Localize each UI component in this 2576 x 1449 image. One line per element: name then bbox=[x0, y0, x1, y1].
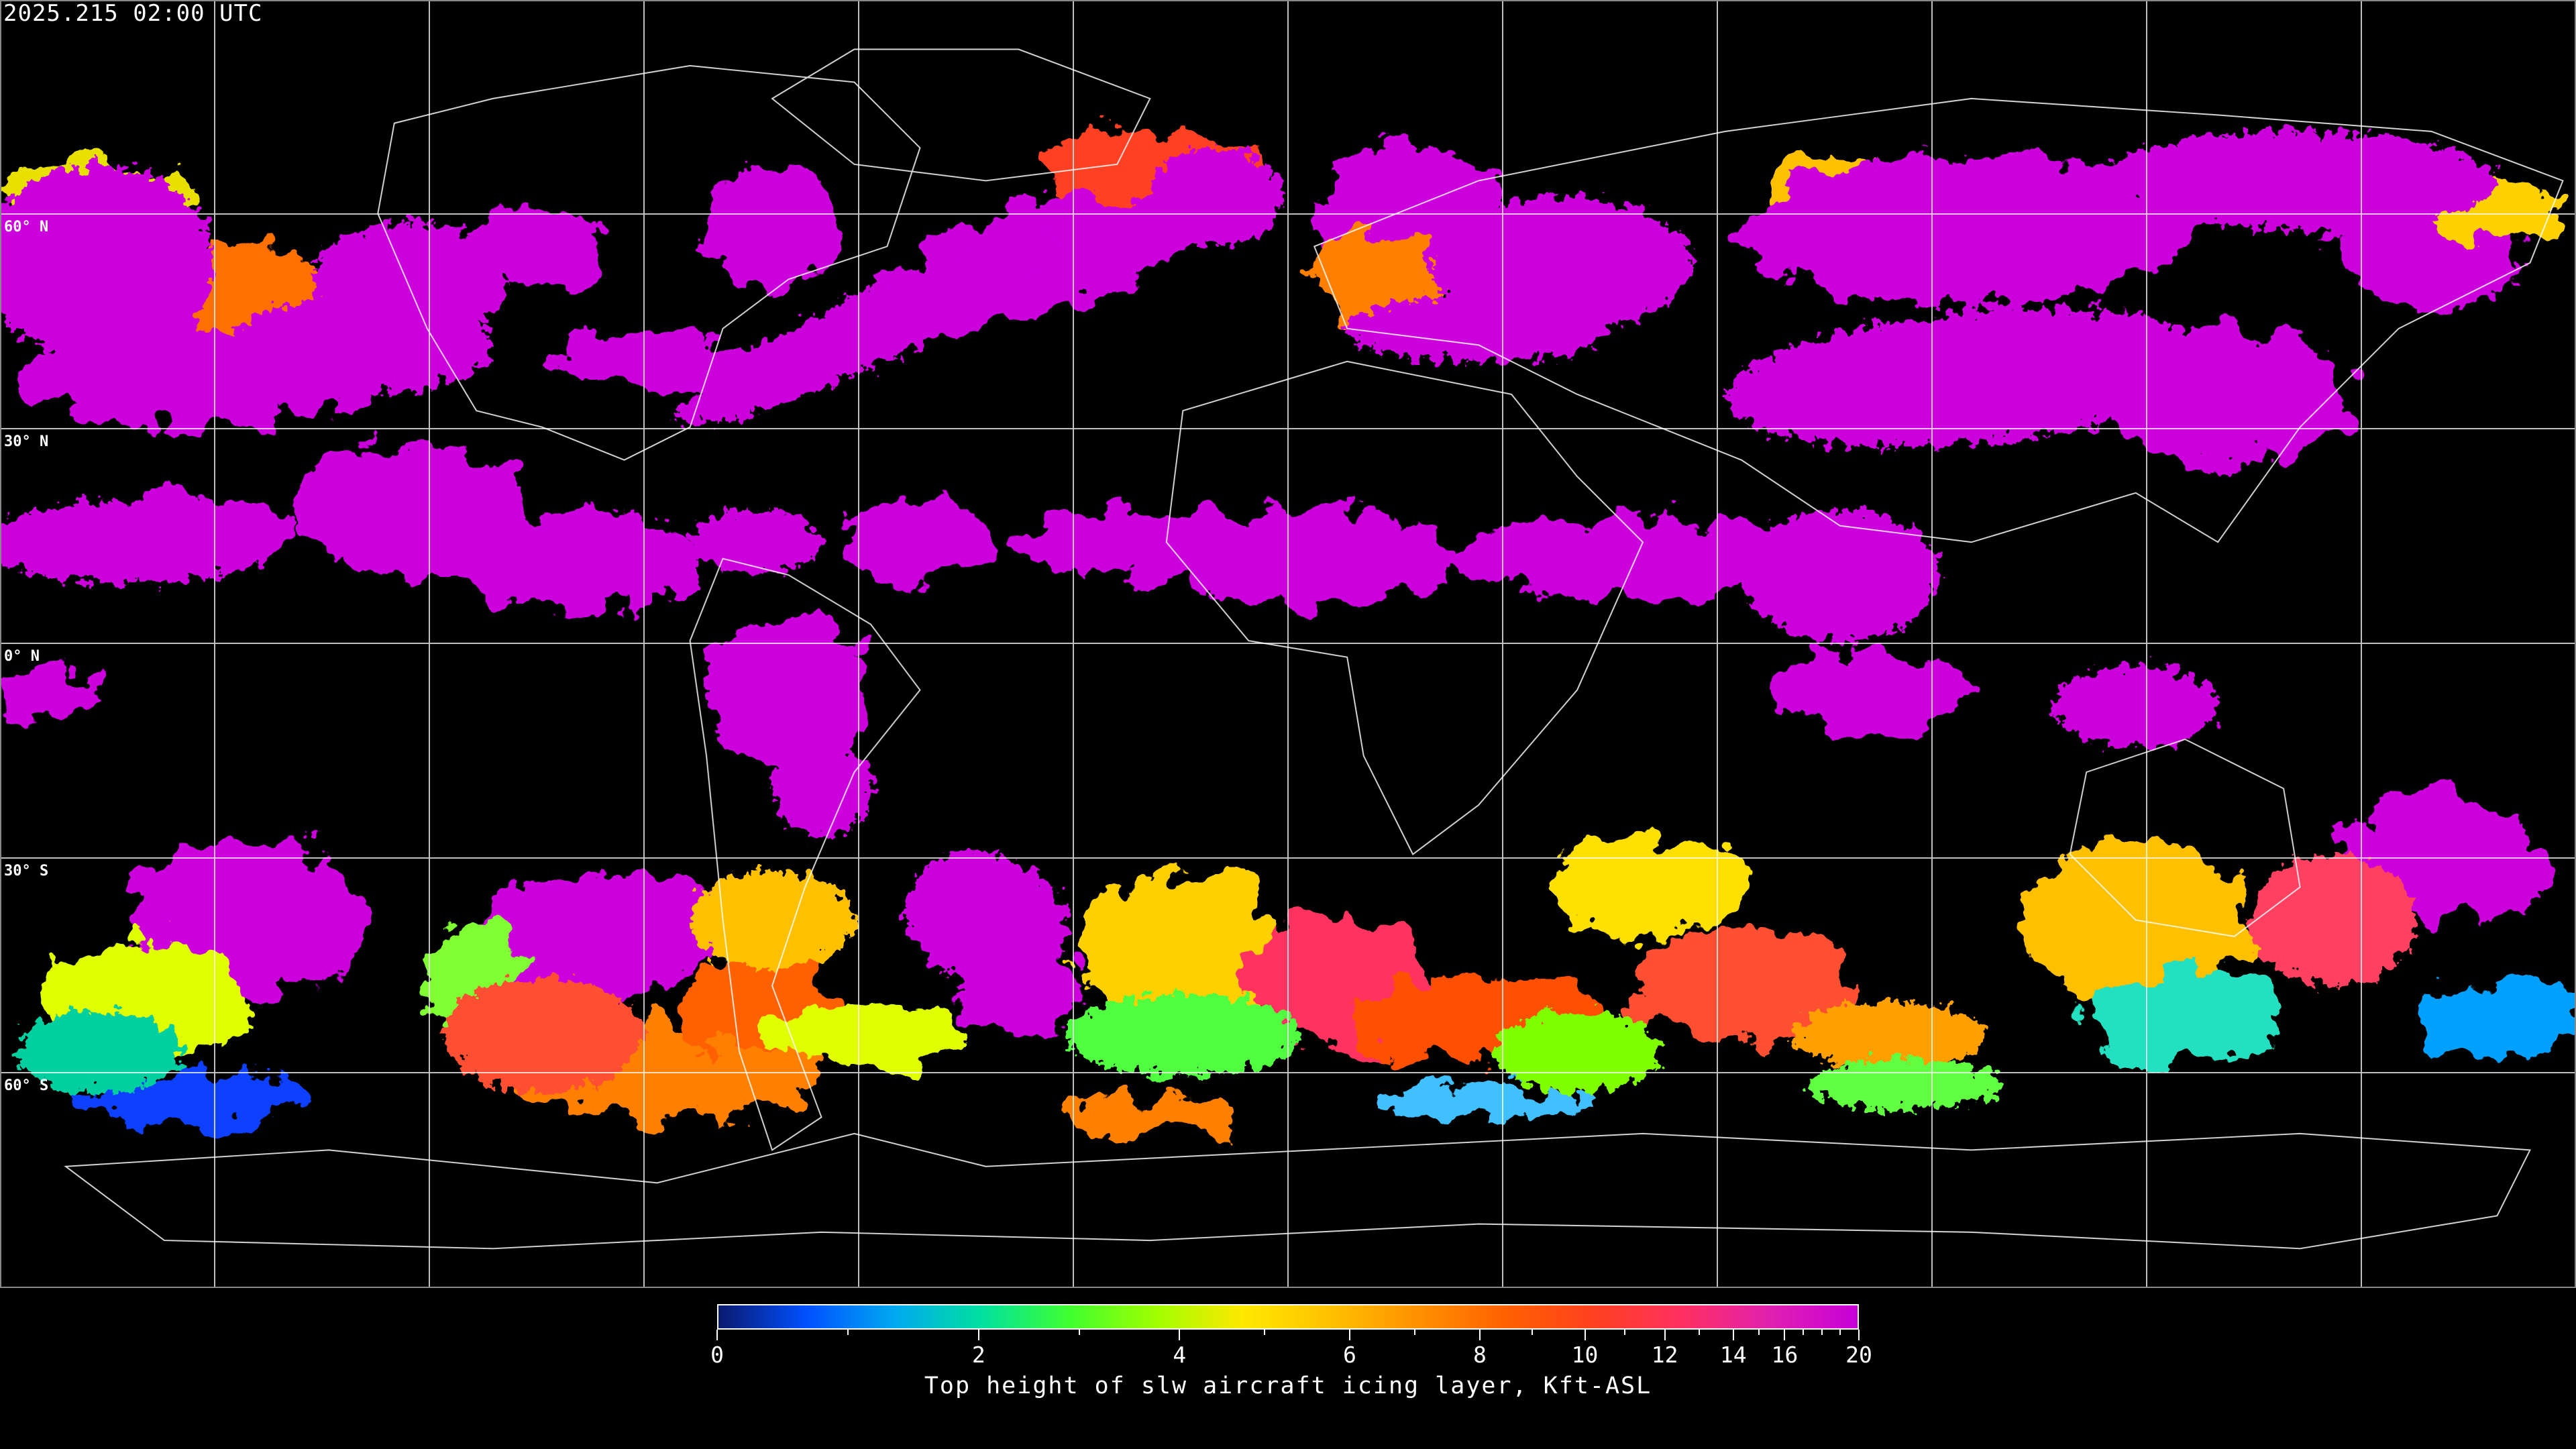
colorbar-tick-label: 0 bbox=[710, 1342, 724, 1368]
icing-region bbox=[443, 509, 707, 608]
icing-region bbox=[706, 608, 871, 773]
icing-region bbox=[1446, 517, 1840, 600]
coastlines bbox=[64, 48, 2564, 1250]
coastline bbox=[377, 64, 921, 461]
lat-label-60s: 60° S bbox=[4, 1077, 49, 1094]
icing-region bbox=[1741, 509, 1939, 641]
icing-region bbox=[1380, 1081, 1578, 1121]
colorbar-major-tick bbox=[1479, 1330, 1481, 1340]
timestamp-title: 2025.215 02:00 UTC bbox=[3, 0, 263, 27]
icing-region bbox=[1429, 197, 1693, 329]
coastline bbox=[1313, 97, 2564, 543]
icing-region bbox=[905, 852, 1067, 988]
colorbar-minor-tick bbox=[1532, 1330, 1534, 1335]
icing-region bbox=[461, 867, 722, 1006]
coastline bbox=[689, 557, 921, 1151]
colorbar-ticks: 0 2 4 6 8 10 12 14 16 20 bbox=[710, 1330, 1872, 1377]
colorbar-major-tick bbox=[1348, 1330, 1350, 1340]
icing-map bbox=[0, 0, 2576, 1288]
icing-region bbox=[1544, 837, 1741, 936]
coastline bbox=[2069, 738, 2301, 937]
colorbar-major-tick bbox=[1664, 1330, 1666, 1340]
colorbar-minor-tick bbox=[1821, 1330, 1823, 1335]
colorbar-major-tick bbox=[1732, 1330, 1734, 1340]
icing-cloud-detail bbox=[0, 131, 2498, 1110]
colorbar-minor-tick bbox=[1698, 1330, 1700, 1335]
icing-region bbox=[1626, 928, 1857, 1044]
icing-region bbox=[2053, 665, 2218, 748]
colorbar-major-tick bbox=[1179, 1330, 1181, 1340]
icing-region bbox=[2415, 977, 2576, 1060]
icing-region bbox=[16, 1010, 181, 1093]
lat-label-30n: 30° N bbox=[4, 433, 49, 450]
colorbar-tick-label: 10 bbox=[1571, 1342, 1599, 1368]
colorbar-tick-label: 16 bbox=[1771, 1342, 1799, 1368]
colorbar-minor-tick bbox=[1413, 1330, 1415, 1335]
colorbar-tick-label: 8 bbox=[1472, 1342, 1487, 1368]
colorbar-minor-tick bbox=[1264, 1330, 1266, 1335]
icing-region bbox=[82, 1076, 313, 1126]
colorbar-minor-tick bbox=[1839, 1330, 1841, 1335]
icing-region bbox=[1067, 1097, 1232, 1137]
colorbar-major-tick bbox=[716, 1330, 718, 1340]
icing-region bbox=[690, 509, 822, 576]
colorbar-tick-label: 12 bbox=[1651, 1342, 1678, 1368]
lat-label-0n: 0° N bbox=[4, 648, 40, 665]
icing-region bbox=[1807, 1059, 2004, 1110]
icing-region bbox=[229, 295, 493, 394]
icing-region bbox=[1790, 1002, 1988, 1068]
colorbar-tick-label: 2 bbox=[971, 1342, 985, 1368]
icing-region bbox=[2251, 854, 2416, 986]
icing-region bbox=[772, 1002, 969, 1068]
coastline bbox=[771, 48, 1151, 182]
colorbar-label: Top height of slw aircraft icing layer, … bbox=[924, 1373, 1652, 1399]
coastline bbox=[64, 1132, 2531, 1250]
colorbar-tick-label: 4 bbox=[1173, 1342, 1187, 1368]
colorbar-tick-label: 6 bbox=[1342, 1342, 1356, 1368]
icing-region bbox=[690, 870, 855, 969]
icing-region bbox=[837, 500, 1002, 584]
colorbar-tick-label: 20 bbox=[1845, 1342, 1872, 1368]
colorbar-minor-tick bbox=[1758, 1330, 1760, 1335]
icing-region bbox=[1150, 148, 1282, 247]
icing-region bbox=[0, 665, 99, 715]
icing-region bbox=[1084, 870, 1282, 1035]
colorbar-minor-tick bbox=[1803, 1330, 1805, 1335]
icing-region bbox=[1495, 1010, 1660, 1093]
colorbar-minor-tick bbox=[847, 1330, 849, 1335]
icing-region bbox=[2086, 969, 2284, 1068]
icing-region bbox=[1347, 295, 1611, 362]
icing-region bbox=[0, 500, 280, 584]
coastline bbox=[1165, 360, 1644, 855]
colorbar-major-tick bbox=[1858, 1330, 1860, 1340]
colorbar-major-tick bbox=[977, 1330, 979, 1340]
icing-region bbox=[676, 232, 1065, 425]
icing-region bbox=[772, 739, 871, 838]
icing-region bbox=[2102, 131, 2498, 230]
icing-region bbox=[706, 164, 838, 296]
icing-region bbox=[2382, 821, 2546, 920]
icing-region bbox=[1741, 156, 2202, 305]
icing-region bbox=[1018, 509, 1282, 576]
lat-label-60n: 60° N bbox=[4, 219, 49, 235]
colorbar-tick-label: 14 bbox=[1719, 1342, 1747, 1368]
colorbar-major-tick bbox=[1584, 1330, 1586, 1340]
icing-region bbox=[1067, 994, 1298, 1077]
lat-label-30s: 30° S bbox=[4, 863, 49, 879]
icing-region bbox=[476, 205, 608, 288]
colorbar-minor-tick bbox=[1078, 1330, 1080, 1335]
colorbar-minor-tick bbox=[1624, 1330, 1626, 1335]
icing-region bbox=[443, 977, 641, 1093]
icing-region bbox=[1774, 649, 1972, 731]
colorbar-major-tick bbox=[1784, 1330, 1786, 1340]
colorbar bbox=[717, 1304, 1859, 1330]
graticule bbox=[0, 0, 2576, 1288]
icing-region bbox=[1725, 309, 2217, 447]
